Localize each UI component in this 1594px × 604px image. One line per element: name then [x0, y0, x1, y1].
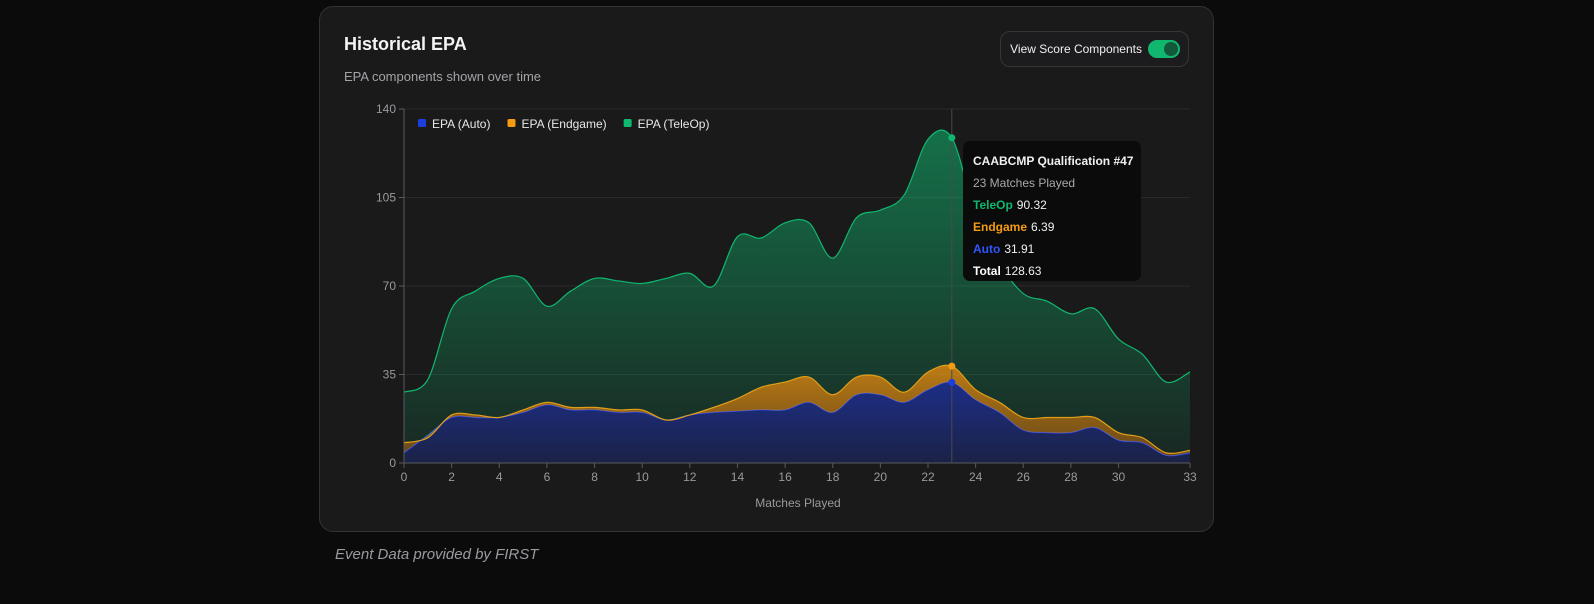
x-tick-label: 24 [969, 470, 983, 484]
y-tick-label: 140 [376, 102, 396, 116]
area-endgame [404, 365, 1190, 456]
tooltip-total-value: 128.63 [1004, 264, 1042, 278]
x-tick-label: 18 [826, 470, 840, 484]
x-tick-label: 4 [496, 470, 503, 484]
tooltip-auto-value: 31.91 [1004, 242, 1035, 256]
legend-swatch-endgame [507, 119, 516, 127]
hover-tooltip: CAABCMP Qualification #47 23 Matches Pla… [963, 141, 1141, 281]
legend-swatch-teleop [623, 119, 632, 127]
tooltip-endgame-label: Endgame [973, 220, 1028, 234]
legend-label-endgame: EPA (Endgame) [521, 117, 606, 131]
card-title: Historical EPA [344, 34, 467, 54]
x-tick-label: 14 [731, 470, 745, 484]
legend-swatch-auto [418, 119, 426, 127]
toggle-switch[interactable] [1148, 40, 1180, 58]
tooltip-endgame-value: 6.39 [1031, 220, 1055, 234]
x-tick-label: 16 [778, 470, 792, 484]
tooltip-teleop-value: 90.32 [1016, 198, 1047, 212]
x-tick-label: 33 [1183, 470, 1197, 484]
tooltip-total-label: Total [973, 264, 1001, 278]
area-auto [404, 382, 1190, 463]
y-tick-label: 105 [376, 191, 396, 205]
x-tick-label: 0 [401, 470, 408, 484]
area-teleop [404, 130, 1190, 454]
x-tick-label: 22 [921, 470, 935, 484]
x-tick-label: 8 [591, 470, 598, 484]
x-tick-label: 28 [1064, 470, 1078, 484]
x-axis-label: Matches Played [755, 496, 840, 510]
tooltip-endgame-row: Endgame 6.39 [973, 216, 1131, 238]
card-subtitle: EPA components shown over time [344, 69, 542, 84]
view-score-components-toggle[interactable]: View Score Components [1000, 31, 1189, 67]
tooltip-auto-row: Auto 31.91 [973, 238, 1131, 260]
x-tick-label: 2 [448, 470, 455, 484]
toggle-label: View Score Components [1010, 42, 1142, 56]
y-tick-label: 35 [383, 368, 397, 382]
tooltip-teleop-label: TeleOp [973, 198, 1013, 212]
hover-point-teleop [948, 134, 956, 142]
tooltip-title: CAABCMP Qualification #47 [973, 154, 1134, 168]
x-tick-label: 10 [636, 470, 650, 484]
y-tick-label: 0 [389, 456, 396, 470]
x-tick-label: 12 [683, 470, 697, 484]
data-credit: Event Data provided by FIRST [335, 546, 539, 563]
hover-point-endgame [948, 362, 956, 370]
tooltip-teleop-row: TeleOp 90.32 [973, 194, 1131, 216]
tooltip-total-row: Total 128.63 [973, 260, 1131, 282]
x-tick-label: 26 [1017, 470, 1031, 484]
x-tick-label: 6 [544, 470, 551, 484]
hover-point-auto [948, 378, 956, 386]
legend-label-auto: EPA (Auto) [432, 117, 490, 131]
tooltip-auto-label: Auto [973, 242, 1001, 256]
toggle-knob [1164, 42, 1178, 56]
x-tick-label: 20 [874, 470, 888, 484]
line-teleop [403, 129, 1191, 393]
x-tick-label: 30 [1112, 470, 1126, 484]
legend-label-teleop: EPA (TeleOp) [638, 117, 710, 131]
tooltip-matches: 23 Matches Played [973, 176, 1076, 190]
y-tick-label: 70 [383, 279, 397, 293]
